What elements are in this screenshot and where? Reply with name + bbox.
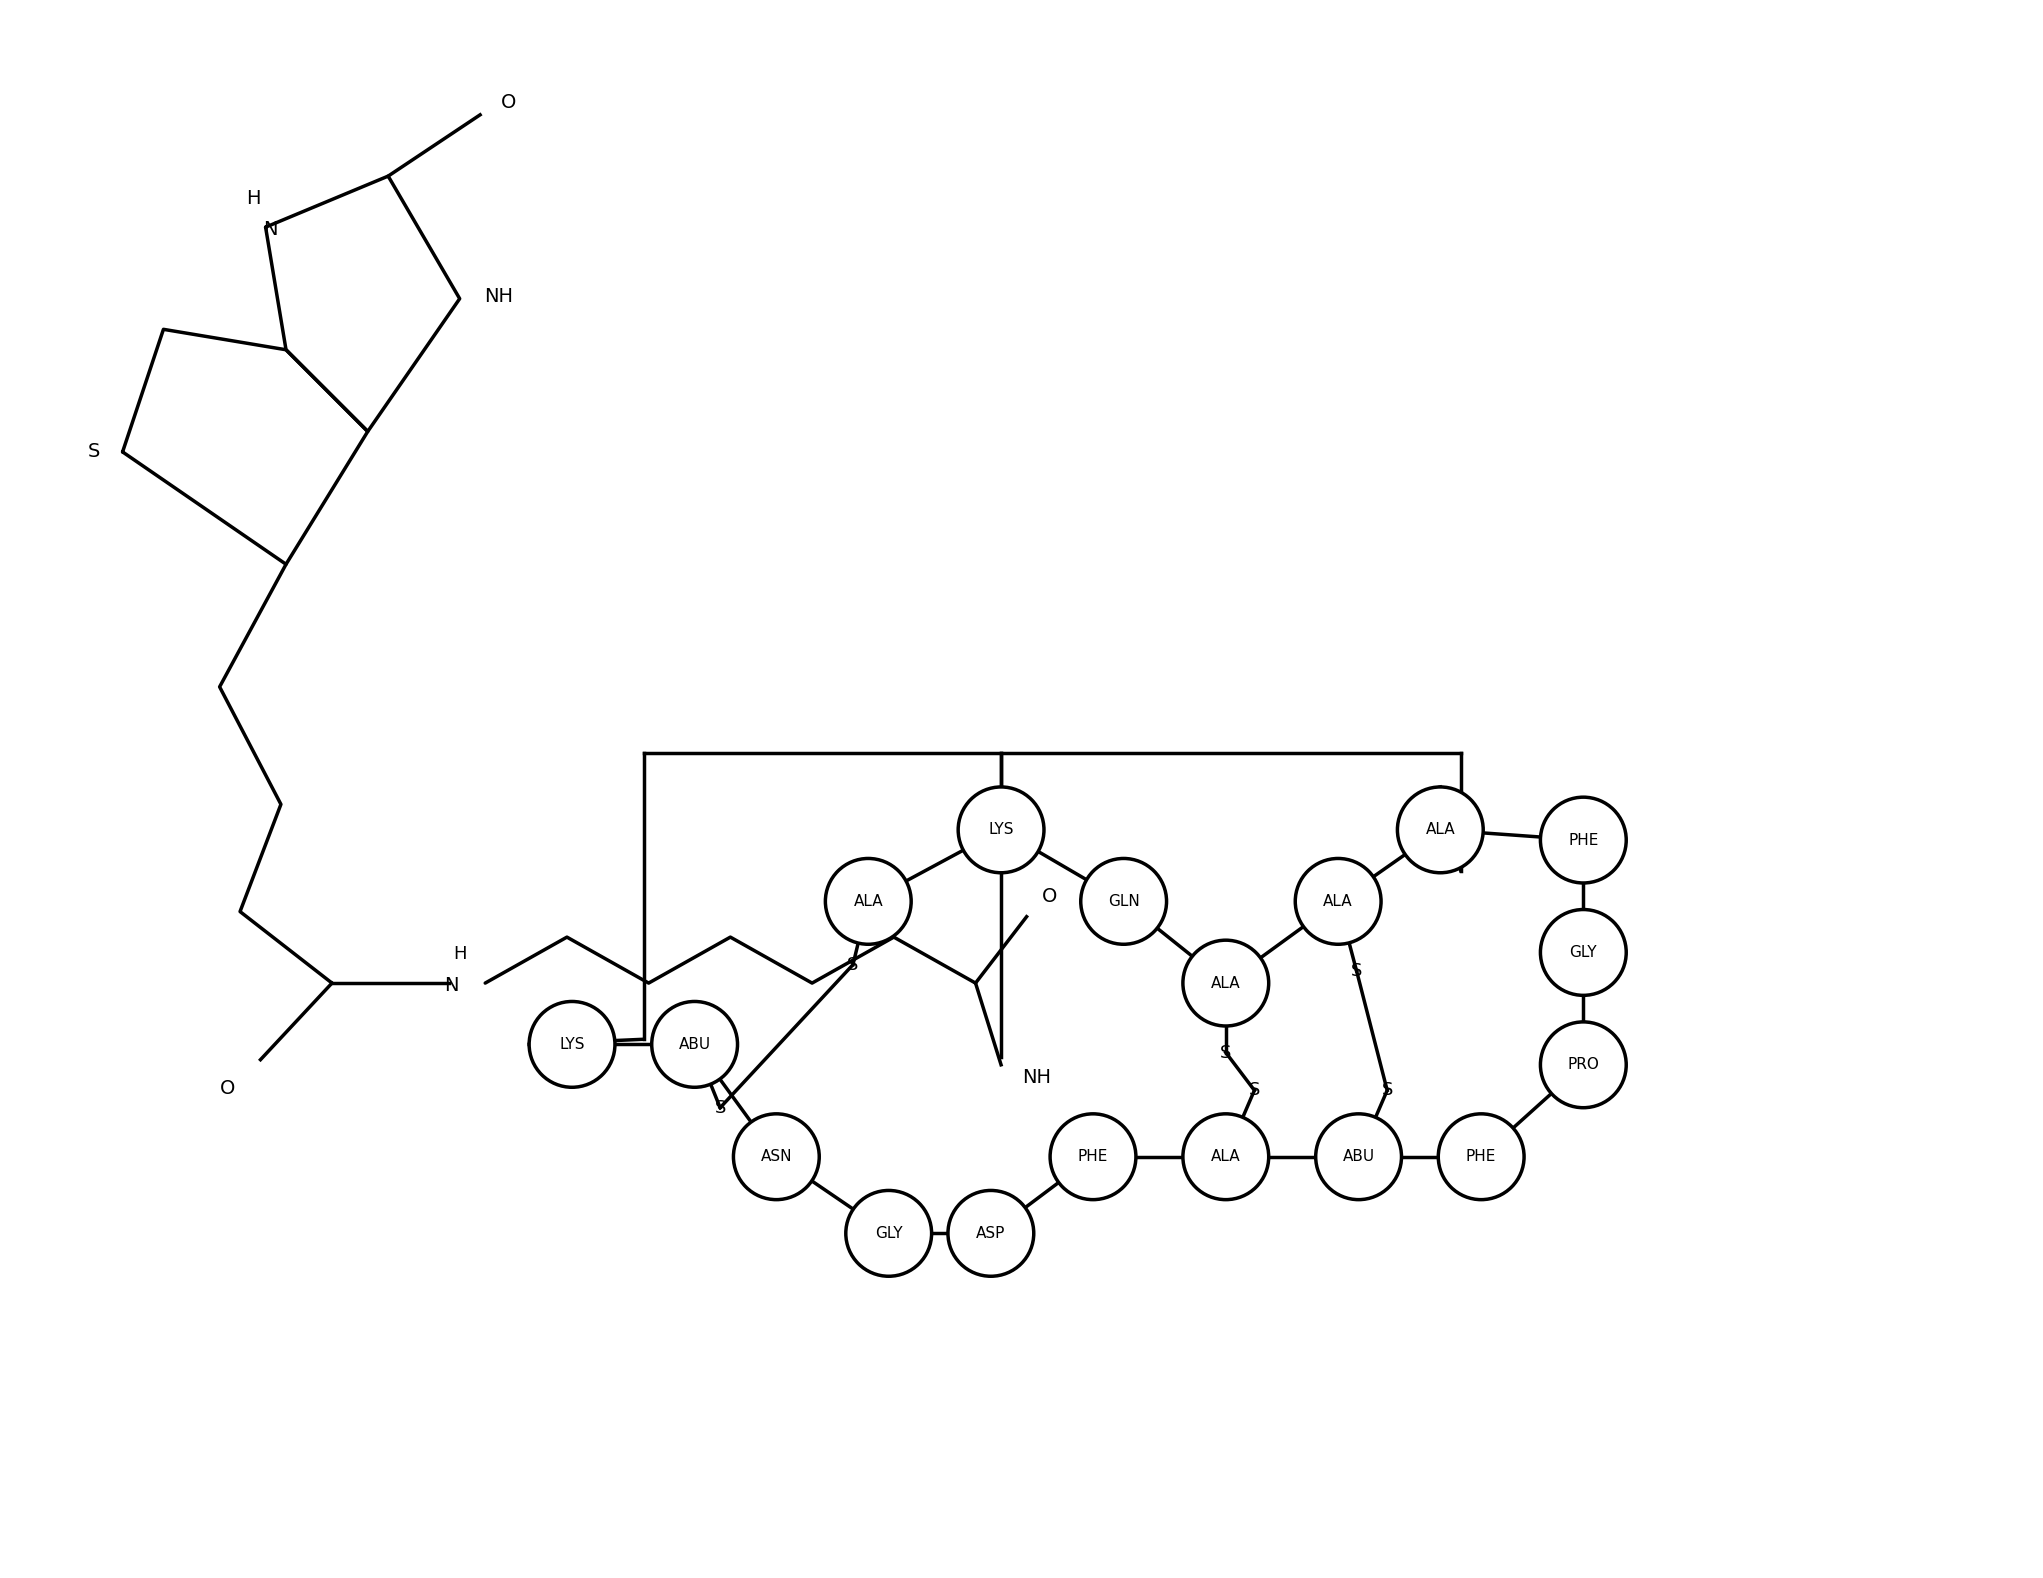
Circle shape xyxy=(948,1190,1034,1277)
Text: ABU: ABU xyxy=(678,1037,711,1053)
Circle shape xyxy=(1316,1114,1401,1199)
Circle shape xyxy=(846,1190,932,1277)
Circle shape xyxy=(1081,858,1167,944)
Text: S: S xyxy=(1381,1081,1393,1100)
Text: GLY: GLY xyxy=(874,1226,903,1240)
Text: O: O xyxy=(501,93,517,112)
Text: O: O xyxy=(221,1079,235,1098)
Text: S: S xyxy=(1220,1043,1232,1062)
Text: ALA: ALA xyxy=(1211,1149,1240,1165)
Circle shape xyxy=(1050,1114,1136,1199)
Circle shape xyxy=(1397,787,1483,873)
Text: ALA: ALA xyxy=(854,893,883,909)
Text: PHE: PHE xyxy=(1467,1149,1495,1165)
Text: LYS: LYS xyxy=(560,1037,584,1053)
Text: LYS: LYS xyxy=(989,822,1013,838)
Text: ASN: ASN xyxy=(760,1149,793,1165)
Circle shape xyxy=(733,1114,819,1199)
Circle shape xyxy=(1540,797,1626,884)
Text: PHE: PHE xyxy=(1569,833,1598,847)
Text: PHE: PHE xyxy=(1079,1149,1107,1165)
Circle shape xyxy=(825,858,911,944)
Text: ALA: ALA xyxy=(1426,822,1455,838)
Text: GLY: GLY xyxy=(1569,945,1598,959)
Text: ABU: ABU xyxy=(1342,1149,1375,1165)
Text: S: S xyxy=(1248,1081,1261,1100)
Circle shape xyxy=(1183,1114,1269,1199)
Text: H: H xyxy=(454,945,466,964)
Circle shape xyxy=(1540,1023,1626,1108)
Text: NH: NH xyxy=(484,287,513,306)
Text: S: S xyxy=(848,956,858,974)
Text: N: N xyxy=(443,975,460,994)
Text: H: H xyxy=(245,189,262,208)
Circle shape xyxy=(958,787,1044,873)
Text: N: N xyxy=(264,219,278,238)
Circle shape xyxy=(1295,858,1381,944)
Circle shape xyxy=(652,1002,738,1087)
Text: S: S xyxy=(88,442,100,461)
Circle shape xyxy=(529,1002,615,1087)
Text: ASP: ASP xyxy=(977,1226,1005,1240)
Circle shape xyxy=(1540,909,1626,996)
Circle shape xyxy=(1438,1114,1524,1199)
Text: GLN: GLN xyxy=(1107,893,1140,909)
Text: O: O xyxy=(1042,887,1056,906)
Text: ALA: ALA xyxy=(1211,975,1240,991)
Text: NH: NH xyxy=(1022,1068,1052,1087)
Text: ALA: ALA xyxy=(1324,893,1352,909)
Text: PRO: PRO xyxy=(1567,1057,1600,1073)
Circle shape xyxy=(1183,940,1269,1026)
Text: S: S xyxy=(1350,963,1363,980)
Text: S: S xyxy=(715,1098,725,1117)
